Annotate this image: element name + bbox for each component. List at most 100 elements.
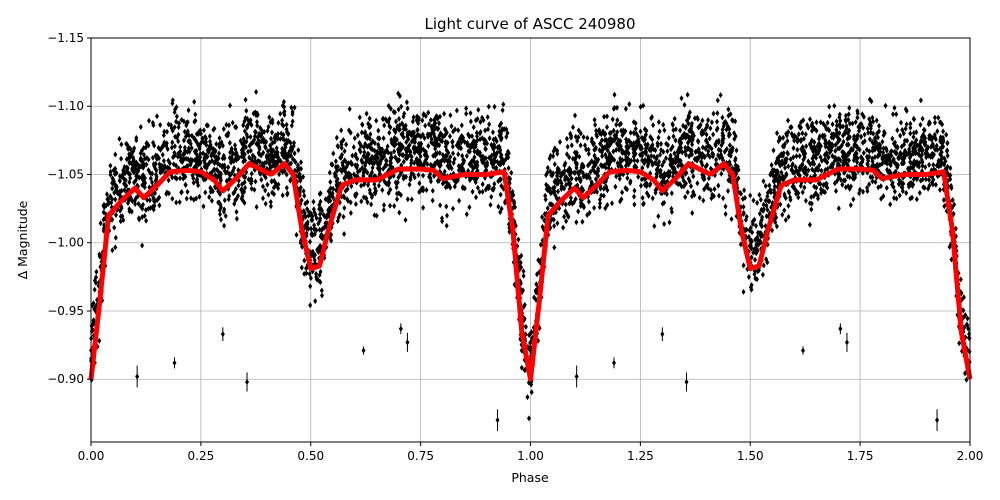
data-point [938, 138, 943, 145]
data-point [412, 160, 417, 166]
data-point [495, 149, 499, 156]
data-point [150, 154, 155, 161]
data-point [696, 124, 701, 131]
data-point [843, 118, 848, 124]
data-point [222, 206, 227, 213]
data-point [786, 163, 791, 170]
data-point [901, 151, 906, 157]
data-point [280, 117, 285, 124]
data-point [233, 124, 238, 130]
data-point [891, 111, 895, 118]
data-point [320, 292, 324, 299]
data-point [192, 135, 197, 142]
data-point [397, 126, 402, 133]
data-point [874, 117, 879, 124]
data-point [841, 177, 846, 184]
x-tick-label: 1.00 [517, 449, 544, 463]
data-point [115, 189, 120, 196]
data-point [207, 194, 212, 201]
data-point [523, 323, 528, 330]
data-point [707, 135, 712, 142]
data-point [457, 197, 462, 204]
data-point [638, 128, 643, 135]
data-point [313, 298, 318, 305]
data-point [444, 156, 448, 163]
data-point [752, 246, 757, 252]
data-point [248, 133, 253, 140]
data-point [705, 123, 709, 130]
data-point [322, 213, 327, 220]
data-point [174, 162, 179, 169]
data-point [459, 145, 463, 152]
data-point [569, 169, 574, 176]
data-point [176, 120, 181, 127]
data-point [924, 154, 929, 161]
data-point [440, 218, 445, 225]
y-tick-label: −1.05 [47, 167, 84, 181]
data-point [908, 124, 913, 131]
data-point [573, 112, 577, 119]
data-point [906, 166, 911, 173]
outlier-point [172, 359, 177, 366]
data-point [480, 188, 485, 195]
data-point [895, 127, 900, 134]
data-point [125, 165, 130, 171]
data-point [690, 136, 695, 143]
data-point [862, 131, 867, 138]
data-point [311, 198, 316, 205]
data-point [339, 127, 344, 134]
data-point [255, 119, 259, 125]
data-point [679, 95, 684, 102]
data-point [354, 164, 359, 171]
data-point [364, 156, 369, 163]
data-point [555, 180, 560, 187]
data-point [838, 117, 843, 124]
data-point [153, 165, 158, 172]
data-point [795, 146, 800, 153]
data-point [395, 190, 399, 197]
data-point [97, 253, 102, 260]
data-point [902, 137, 907, 144]
data-point [658, 151, 663, 158]
data-point [544, 172, 549, 178]
data-point [642, 134, 647, 141]
data-point [847, 104, 852, 111]
data-point [187, 132, 192, 139]
data-point [803, 131, 808, 138]
data-point [592, 204, 597, 211]
data-point [525, 394, 530, 401]
data-point [286, 151, 291, 158]
x-tick-label: 1.50 [737, 449, 764, 463]
data-point [269, 154, 274, 161]
data-point [552, 161, 557, 168]
data-point [487, 135, 492, 142]
data-point [673, 137, 678, 144]
data-point [635, 157, 640, 164]
data-point [857, 124, 862, 131]
data-point [935, 128, 940, 135]
data-point [482, 140, 487, 147]
data-point [308, 275, 313, 282]
data-point [855, 159, 859, 165]
data-point [739, 190, 743, 197]
data-point [847, 150, 852, 157]
data-point [838, 157, 843, 164]
data-point [624, 136, 629, 143]
data-point [179, 116, 184, 123]
data-point [119, 141, 124, 148]
outlier-point [398, 325, 403, 332]
data-point [882, 128, 887, 135]
data-point [559, 180, 564, 187]
data-point [652, 223, 657, 230]
data-point [769, 162, 774, 168]
data-point [783, 157, 788, 164]
data-point [823, 166, 828, 173]
data-point [467, 133, 472, 140]
data-point [686, 175, 691, 182]
data-point [219, 216, 223, 223]
data-point [197, 145, 202, 152]
x-tick-label: 1.75 [847, 449, 874, 463]
data-point [383, 116, 388, 123]
data-point [741, 203, 746, 210]
data-point [767, 198, 772, 205]
